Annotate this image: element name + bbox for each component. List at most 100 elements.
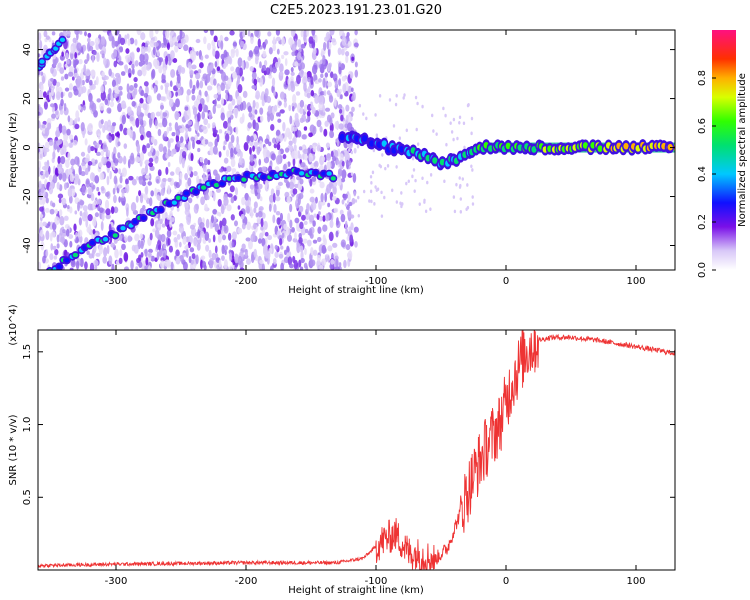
noise-speck: [212, 48, 216, 57]
noise-speck: [147, 251, 152, 258]
spectrogram-xlabel: Height of straight line (km): [288, 285, 424, 296]
noise-speck: [265, 67, 271, 75]
noise-speck: [336, 159, 340, 165]
noise-speck: [340, 94, 343, 100]
noise-speck: [112, 153, 116, 164]
noise-speck: [84, 138, 88, 146]
noise-speck: [248, 112, 253, 118]
noise-speck: [95, 252, 101, 257]
noise-speck: [62, 229, 66, 234]
noise-speck: [459, 197, 463, 201]
noise-speck: [300, 30, 304, 38]
noise-speck: [150, 218, 155, 227]
noise-speck: [41, 124, 46, 129]
noise-speck: [245, 258, 251, 265]
noise-speck: [321, 258, 327, 266]
noise-speck: [166, 90, 172, 100]
noise-speck: [229, 185, 235, 193]
trace-core: [201, 185, 207, 190]
noise-speck: [107, 93, 112, 101]
noise-speck: [250, 135, 254, 143]
noise-speck: [320, 111, 326, 116]
noise-speck: [314, 196, 318, 204]
ytick-label: 1.5: [22, 344, 33, 360]
noise-speck: [137, 69, 143, 77]
trace-core: [102, 237, 109, 242]
noise-speck: [167, 161, 171, 167]
noise-speck: [100, 119, 104, 125]
noise-speck: [131, 100, 136, 107]
noise-speck: [424, 209, 428, 214]
noise-speck: [418, 202, 421, 206]
noise-speck: [204, 54, 209, 59]
noise-speck: [299, 99, 305, 108]
noise-speck: [121, 243, 126, 251]
noise-speck: [111, 79, 117, 88]
noise-speck: [345, 54, 349, 64]
noise-speck: [414, 178, 417, 183]
noise-speck: [299, 266, 304, 270]
noise-speck: [400, 204, 403, 209]
noise-speck: [120, 71, 126, 76]
noise-speck: [288, 37, 294, 46]
noise-speck: [208, 111, 213, 120]
noise-speck: [444, 113, 447, 118]
noise-speck: [304, 228, 309, 234]
noise-speck: [293, 259, 298, 270]
noise-speck: [227, 232, 232, 241]
noise-speck: [56, 126, 59, 132]
noise-speck: [77, 231, 81, 238]
noise-speck: [177, 64, 183, 74]
noise-speck: [160, 104, 164, 110]
noise-speck: [175, 91, 178, 97]
noise-speck: [164, 82, 170, 88]
noise-speck: [234, 220, 239, 227]
noise-speck: [357, 213, 360, 218]
noise-speck: [124, 64, 129, 73]
noise-speck: [207, 123, 211, 129]
noise-speck: [237, 57, 243, 67]
noise-speck: [373, 202, 376, 206]
noise-speck: [47, 221, 51, 227]
noise-speck: [63, 30, 67, 38]
noise-speck: [211, 252, 217, 261]
noise-speck: [179, 241, 182, 248]
noise-speck: [146, 143, 151, 149]
noise-speck: [252, 99, 256, 109]
noise-speck: [452, 195, 456, 199]
noise-speck: [129, 37, 135, 45]
trace-core: [244, 172, 250, 177]
noise-speck: [108, 32, 113, 42]
noise-speck: [279, 212, 284, 222]
noise-speck: [143, 81, 149, 87]
noise-speck: [221, 244, 225, 255]
noise-speck: [234, 187, 239, 196]
noise-speck: [44, 163, 49, 173]
colorbar-tick-label: 0.8: [697, 70, 708, 86]
snr-lines: [38, 330, 675, 570]
noise-speck: [304, 248, 307, 256]
noise-speck: [277, 118, 282, 123]
noise-speck: [227, 122, 231, 128]
noise-speck: [452, 117, 456, 122]
noise-speck: [450, 130, 454, 134]
noise-speck: [312, 239, 318, 244]
noise-speck: [344, 203, 348, 207]
noise-speck: [322, 215, 326, 222]
noise-speck: [253, 248, 258, 258]
noise-speck: [139, 152, 145, 162]
noise-speck: [49, 103, 55, 108]
noise-speck: [184, 208, 190, 216]
noise-speck: [395, 93, 398, 98]
trace-core: [623, 142, 629, 150]
noise-speck: [220, 71, 227, 82]
noise-speck: [156, 50, 160, 57]
noise-speck: [126, 207, 129, 217]
noise-speck: [101, 156, 105, 165]
trace-core: [158, 207, 164, 212]
noise-speck: [466, 183, 469, 187]
noise-speck: [161, 212, 166, 221]
noise-speck: [165, 55, 169, 65]
noise-speck: [102, 30, 108, 33]
